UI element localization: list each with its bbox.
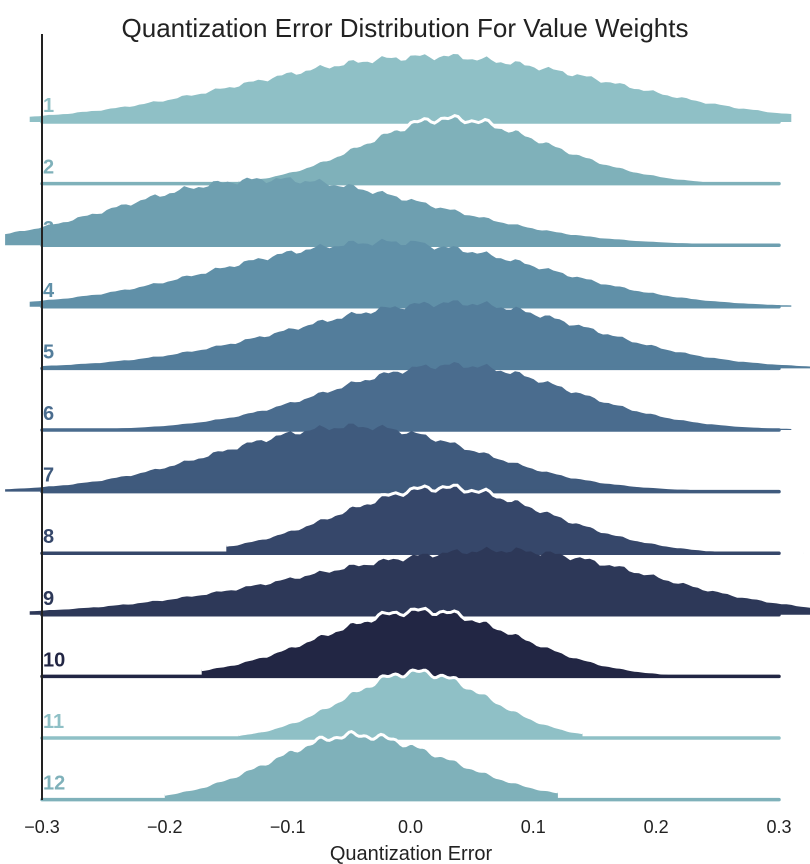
ridge-area-5 <box>42 300 810 369</box>
ridge-area-2 <box>238 115 779 184</box>
ridge-area-12 <box>164 731 558 800</box>
x-tick-label: −0.1 <box>270 817 306 837</box>
ridge-area-8 <box>226 485 804 554</box>
ridge-label-12: 12 <box>43 773 65 795</box>
ridge-area-11 <box>238 670 583 738</box>
x-ticks-group: −0.3 −0.2 −0.1 0.0 0.1 0.2 0.3 <box>24 817 791 837</box>
ridge-label-11: 11 <box>43 711 64 733</box>
ridge-outline-2 <box>238 113 780 185</box>
x-tick-label: 0.2 <box>644 817 669 837</box>
ridge-area-3 <box>5 177 780 246</box>
ridge-2: 2 <box>40 113 781 186</box>
ridge-label-1: 1 <box>43 95 54 117</box>
ridge-label-6: 6 <box>43 403 54 425</box>
ridge-area-10 <box>201 608 779 677</box>
x-tick-label: 0.1 <box>521 817 546 837</box>
ridge-3: 3 <box>5 177 781 247</box>
ridge-outline-12 <box>164 730 559 796</box>
ridge-1: 1 <box>29 54 792 124</box>
ridge-10: 10 <box>40 606 781 679</box>
ridge-outline-11 <box>238 668 583 737</box>
ridge-7: 7 <box>5 423 781 494</box>
ridge-outline-8 <box>226 483 804 555</box>
chart-title: Quantization Error Distribution For Valu… <box>122 13 689 43</box>
ridge-label-9: 9 <box>43 588 54 610</box>
ridge-label-5: 5 <box>43 341 54 363</box>
ridge-area-9 <box>29 546 810 615</box>
ridge-12: 12 <box>40 730 781 802</box>
x-tick-label: 0.3 <box>766 817 791 837</box>
x-tick-label: −0.3 <box>24 817 60 837</box>
ridge-6: 6 <box>40 362 792 432</box>
ridge-9: 9 <box>29 546 810 617</box>
ridge-label-3: 3 <box>43 218 54 240</box>
ridge-label-4: 4 <box>43 280 55 302</box>
ridge-5: 5 <box>40 300 810 371</box>
ridge-label-10: 10 <box>43 649 65 671</box>
ridge-area-1 <box>29 54 792 122</box>
ridge-label-8: 8 <box>43 526 54 548</box>
ridge-area-4 <box>29 238 792 307</box>
ridge-8: 8 <box>40 483 804 555</box>
ridge-area-7 <box>5 423 780 492</box>
x-tick-label: 0.0 <box>398 817 423 837</box>
x-axis-label: Quantization Error <box>330 843 493 864</box>
ridge-label-7: 7 <box>43 465 54 487</box>
ridge-11: 11 <box>40 668 781 740</box>
ridge-4: 4 <box>29 238 792 309</box>
ridge-outline-10 <box>201 606 779 678</box>
x-tick-label: −0.2 <box>147 817 183 837</box>
ridge-label-2: 2 <box>43 157 54 179</box>
ridge-area-6 <box>42 362 792 430</box>
